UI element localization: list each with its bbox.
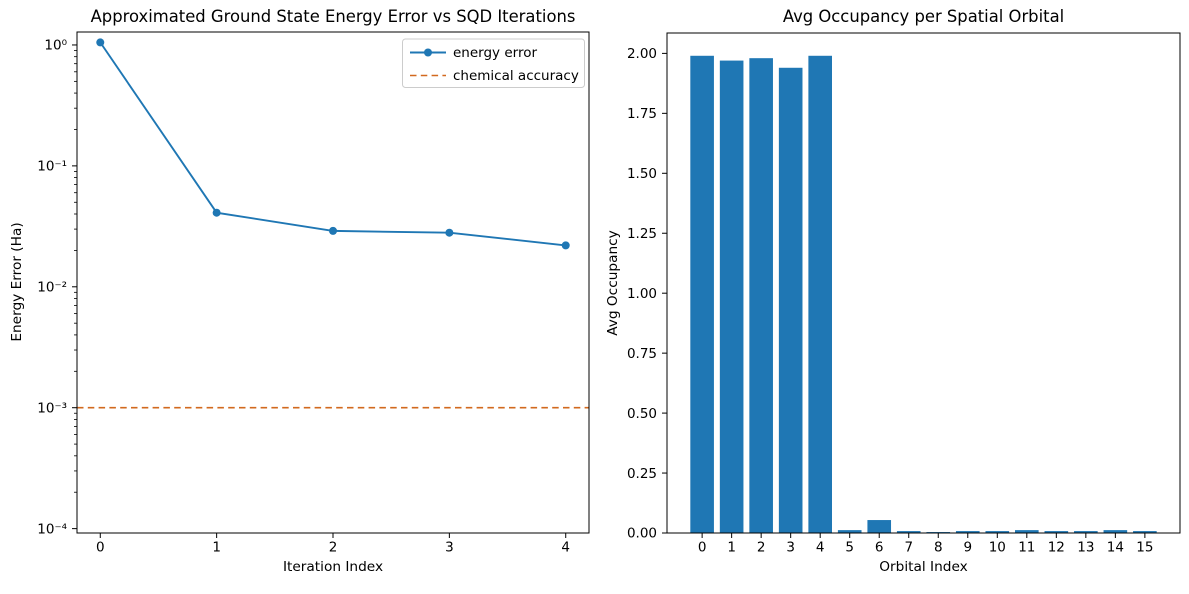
x-tick-label: 10 (989, 540, 1006, 556)
y-tick-label: 1.50 (627, 166, 657, 182)
x-tick-label: 4 (561, 540, 570, 556)
energy-error-point-1 (212, 208, 221, 217)
bar-orbital-12 (1044, 531, 1069, 533)
bar-orbital-6 (867, 520, 892, 533)
bar-orbital-1 (719, 60, 744, 533)
x-tick-label: 13 (1077, 540, 1094, 556)
y-tick-label: 0.50 (627, 406, 657, 422)
left-chart-xlabel: Iteration Index (283, 559, 383, 575)
bar-orbital-5 (837, 530, 862, 533)
legend: energy error chemical accuracy (402, 38, 585, 88)
bar-orbital-2 (749, 58, 773, 533)
y-tick-label: 10⁻⁴ (37, 521, 67, 537)
right-chart-plot-area: 0.000.250.500.751.001.251.501.752.000 1 2 3… (627, 32, 1181, 556)
legend-frame (402, 38, 585, 88)
y-tick-label: 10⁻³ (37, 400, 67, 416)
right-axes-frame (666, 32, 1181, 534)
x-tick-label: 5 (845, 540, 854, 556)
y-tick-label: 10⁻² (37, 280, 67, 296)
y-tick-label: 1.25 (627, 226, 657, 242)
x-tick-label: 3 (445, 540, 454, 556)
x-tick-label: 6 (875, 540, 884, 556)
y-tick-label: 0.25 (627, 466, 657, 482)
y-tick-label: 10⁰ (44, 38, 67, 54)
x-tick-label: 9 (963, 540, 972, 556)
left-chart-ylabel: Energy Error (Ha) (9, 222, 25, 341)
x-tick-label: 7 (904, 540, 913, 556)
bar-orbital-3 (778, 67, 803, 533)
bar-orbital-4 (808, 55, 832, 534)
x-tick-label: 15 (1136, 540, 1153, 556)
bar-orbital-13 (1074, 531, 1098, 533)
left-axes-frame (76, 31, 590, 534)
x-tick-label: 0 (698, 540, 707, 556)
x-tick-label: 1 (727, 540, 736, 556)
y-tick-label: 0.00 (627, 526, 657, 542)
y-tick-label: 0.75 (627, 346, 657, 362)
x-tick-label: 2 (757, 540, 766, 556)
x-tick-label: 3 (786, 540, 795, 556)
bar-orbital-0 (690, 55, 714, 534)
y-tick-label: 2.00 (627, 46, 657, 62)
y-tick-label: 1.00 (627, 286, 657, 302)
right-chart-title: Avg Occupancy per Spatial Orbital (783, 7, 1064, 26)
bar-orbital-9 (955, 531, 980, 533)
x-tick-label: 12 (1048, 540, 1065, 556)
left-chart-energy-error: 10⁰ 10⁻¹ 10⁻² 10⁻³ 10⁻⁴ 0 1 2 3 4 Approximated Gr… (9, 7, 590, 575)
energy-error-point-3 (445, 228, 454, 237)
energy-error-point-4 (561, 241, 570, 250)
bar-orbital-10 (985, 531, 1010, 533)
left-chart-title: Approximated Ground State Energy Error v… (91, 7, 576, 26)
x-tick-label: 8 (934, 540, 943, 556)
right-chart-xlabel: Orbital Index (879, 559, 967, 575)
energy-error-point-2 (329, 226, 337, 235)
bar-orbital-15 (1133, 531, 1157, 533)
legend-energy-error-marker-sample (424, 48, 432, 57)
bar-orbital-7 (896, 531, 921, 533)
y-tick-label: 10⁻¹ (37, 159, 67, 175)
x-tick-label: 11 (1018, 540, 1035, 556)
x-tick-label: 1 (212, 540, 221, 556)
legend-label-chemical-accuracy: chemical accuracy (453, 68, 579, 84)
right-chart-ylabel: Avg Occupancy (605, 230, 621, 336)
x-tick-label: 14 (1107, 540, 1124, 556)
right-chart-avg-occupancy: 0.000.250.500.751.001.251.501.752.000 1 2 3… (605, 7, 1181, 575)
legend-label-energy-error: energy error (453, 45, 537, 61)
left-chart-plot-area: 10⁰ 10⁻¹ 10⁻² 10⁻³ 10⁻⁴ 0 1 2 3 4 (37, 31, 590, 556)
energy-error-point-0 (96, 38, 105, 47)
y-tick-label: 1.75 (627, 106, 657, 122)
x-tick-label: 2 (329, 540, 338, 556)
x-tick-label: 0 (96, 540, 105, 556)
bar-orbital-11 (1015, 530, 1039, 533)
bar-orbital-14 (1103, 530, 1128, 533)
x-tick-label: 4 (816, 540, 825, 556)
